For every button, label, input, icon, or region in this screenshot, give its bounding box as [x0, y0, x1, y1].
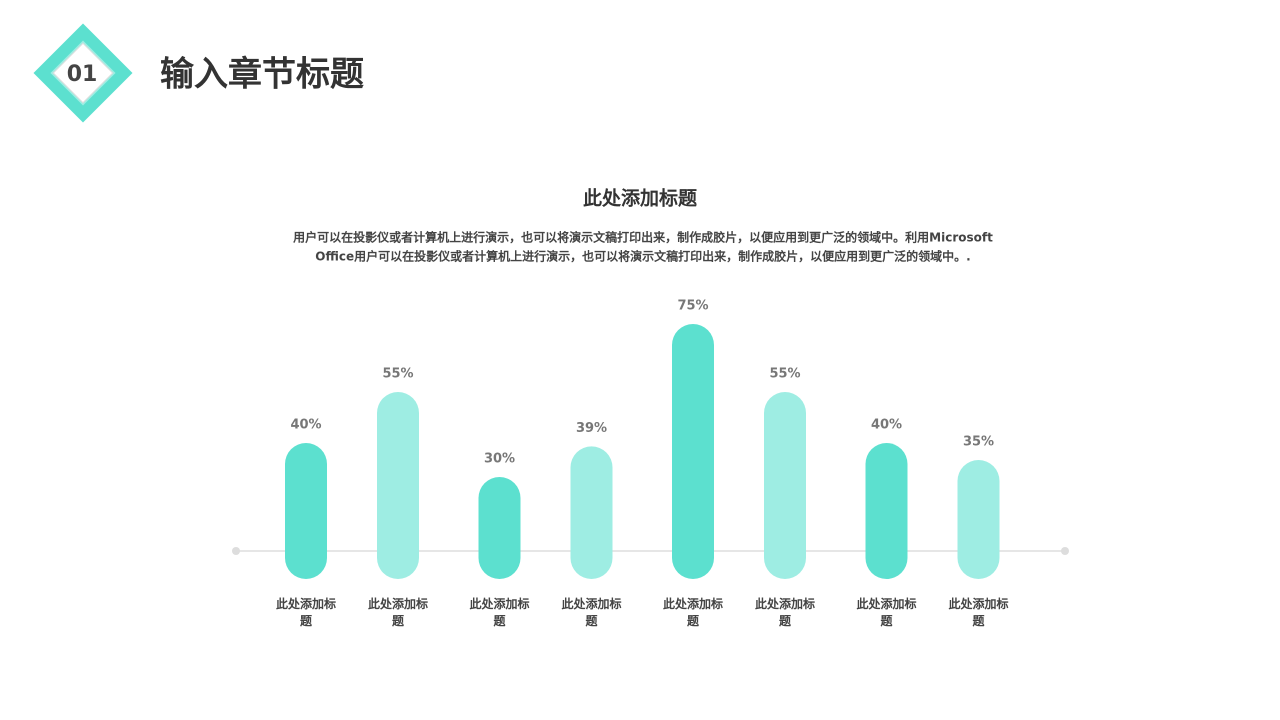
- x-tick-label: 此处添加标题: [856, 597, 917, 628]
- value-label: 55%: [769, 367, 800, 382]
- bar: [764, 392, 806, 579]
- description-line: 用户可以在投影仪或者计算机上进行演示，也可以将演示文稿打印出来，制作成胶片，以便…: [292, 230, 993, 245]
- x-tick-label: 此处添加标题: [948, 597, 1009, 628]
- section-icon: 01: [33, 23, 133, 123]
- value-label: 35%: [963, 435, 994, 450]
- x-tick-label: 此处添加标题: [469, 597, 530, 628]
- baseline-dot: [232, 547, 240, 555]
- value-label: 40%: [290, 418, 321, 433]
- icon-diamond-face: [52, 42, 114, 104]
- bar: [957, 460, 1000, 579]
- section-number: 01: [67, 62, 98, 87]
- value-label: 55%: [382, 367, 413, 382]
- x-tick-label: 此处添加标题: [276, 597, 337, 628]
- baseline-dot: [1061, 547, 1069, 555]
- x-tick-label: 此处添加标题: [368, 597, 429, 628]
- bar: [478, 477, 521, 579]
- bar: [865, 443, 908, 579]
- bar: [285, 443, 327, 579]
- x-tick-label: 此处添加标题: [561, 597, 622, 628]
- section-title: 输入章节标题: [160, 55, 364, 95]
- chart-title: 此处添加标题: [583, 187, 697, 210]
- value-label: 75%: [677, 299, 708, 314]
- x-tick-label: 此处添加标题: [755, 597, 816, 628]
- value-label: 30%: [484, 452, 515, 467]
- description-line: Office用户可以在投影仪或者计算机上进行演示，也可以将演示文稿打印出来，制作…: [315, 249, 970, 264]
- bar: [570, 446, 613, 579]
- bar: [672, 324, 714, 579]
- value-label: 39%: [576, 421, 607, 436]
- x-tick-label: 此处添加标题: [663, 597, 724, 628]
- value-label: 40%: [871, 418, 902, 433]
- bar: [377, 392, 419, 579]
